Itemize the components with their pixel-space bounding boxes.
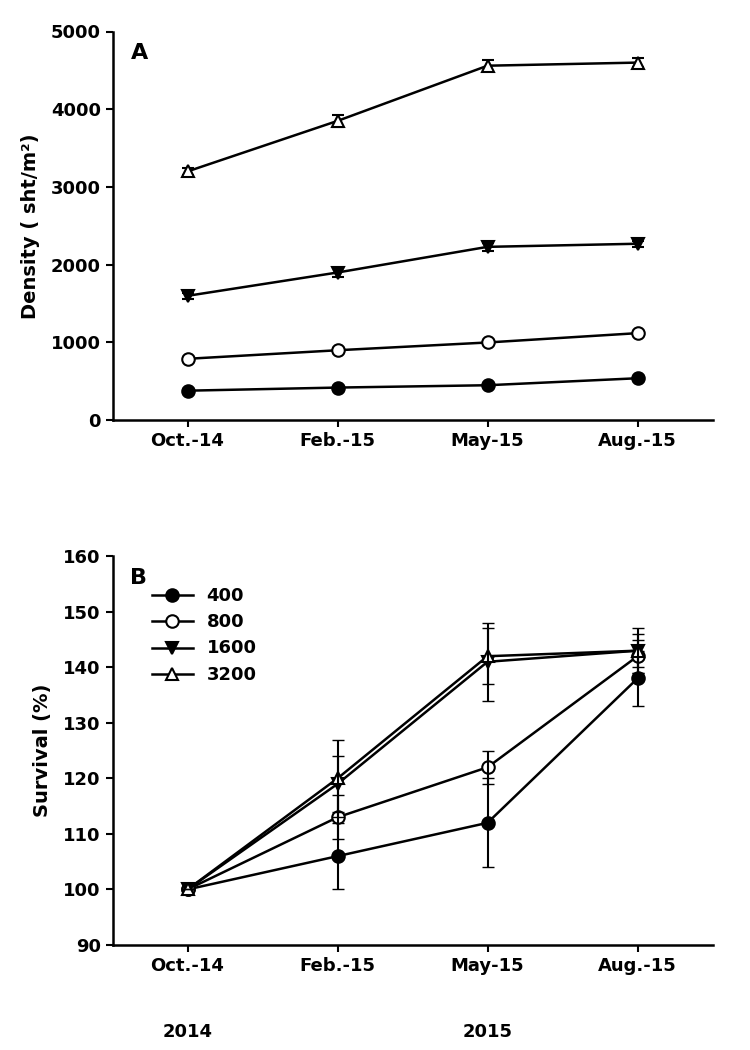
Text: 2014: 2014: [163, 1023, 212, 1041]
Legend: 400, 800, 1600, 3200: 400, 800, 1600, 3200: [145, 581, 263, 691]
Y-axis label: Survival (%): Survival (%): [33, 684, 52, 817]
Text: B: B: [130, 568, 148, 588]
Y-axis label: Density ( sht/m²): Density ( sht/m²): [20, 133, 40, 318]
Text: A: A: [130, 43, 148, 63]
Text: 2015: 2015: [463, 1023, 512, 1041]
